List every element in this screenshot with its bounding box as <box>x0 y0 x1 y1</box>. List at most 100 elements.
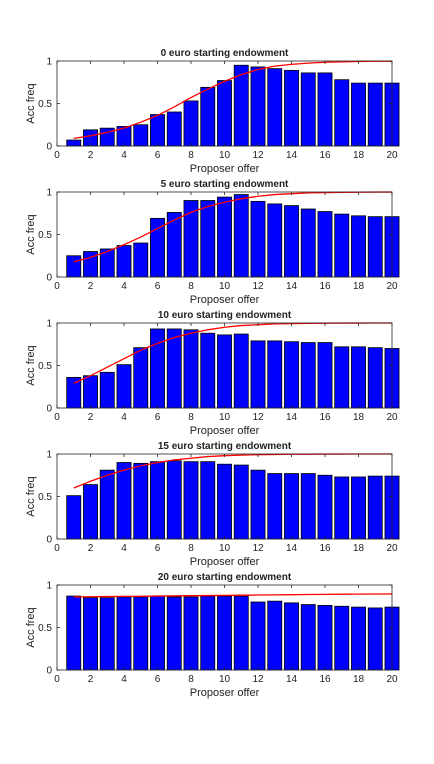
x-tick-label: 8 <box>188 412 194 423</box>
x-axis-label: Proposer offer <box>190 556 260 568</box>
y-tick-label: 0 <box>46 273 52 284</box>
x-tick-label: 16 <box>319 543 331 554</box>
chart-title: 5 euro starting endowment <box>161 179 289 190</box>
x-tick-label: 16 <box>319 281 331 292</box>
bar-7 <box>166 111 182 147</box>
y-axis-label: Acc freq <box>25 83 37 123</box>
x-tick-label: 10 <box>219 412 231 423</box>
x-tick-label: 2 <box>88 674 94 685</box>
y-tick-label: 0 <box>46 142 52 153</box>
bar-15 <box>300 208 316 278</box>
y-tick-label: 0 <box>46 535 52 546</box>
chart-title: 10 euro starting endowment <box>158 310 292 321</box>
x-tick-label: 4 <box>121 281 127 292</box>
bar-19 <box>367 347 383 409</box>
y-tick-label: 1 <box>46 57 52 68</box>
x-tick-label: 0 <box>54 150 60 161</box>
x-axis-label: Proposer offer <box>190 294 260 306</box>
bar-16 <box>317 72 333 147</box>
bar-18 <box>351 606 366 671</box>
x-tick-label: 0 <box>54 281 60 292</box>
bar-5 <box>133 596 149 671</box>
bar-10 <box>217 334 232 409</box>
bar-1 <box>66 376 82 409</box>
bar-17 <box>334 476 350 540</box>
fit-line <box>73 593 393 598</box>
bar-15 <box>300 604 316 671</box>
y-tick-label: 0 <box>46 666 52 677</box>
x-tick-label: 6 <box>155 674 161 685</box>
x-tick-label: 0 <box>54 674 60 685</box>
x-tick-label: 20 <box>386 543 398 554</box>
x-tick-label: 4 <box>121 543 127 554</box>
bar-2 <box>83 484 98 540</box>
x-tick-label: 8 <box>188 674 194 685</box>
bar-13 <box>267 600 283 671</box>
x-tick-label: 4 <box>121 150 127 161</box>
bar-13 <box>267 340 283 409</box>
x-tick-label: 12 <box>252 412 264 423</box>
y-tick-label: 1 <box>46 450 52 461</box>
bar-8 <box>183 596 199 671</box>
x-tick-label: 10 <box>219 150 231 161</box>
bar-16 <box>317 342 333 409</box>
x-tick-label: 20 <box>386 412 398 423</box>
y-axis-label: Acc freq <box>25 607 37 647</box>
bar-18 <box>351 215 366 278</box>
x-tick-label: 12 <box>252 150 264 161</box>
bar-17 <box>334 346 350 409</box>
x-tick-label: 8 <box>188 281 194 292</box>
bar-18 <box>351 346 366 409</box>
y-tick-label: 1 <box>46 319 52 330</box>
bar-6 <box>150 461 165 540</box>
bar-12 <box>250 469 266 540</box>
x-tick-label: 18 <box>353 412 365 423</box>
x-tick-label: 14 <box>286 281 298 292</box>
bar-13 <box>267 203 283 278</box>
y-tick-label: 0.5 <box>38 361 52 372</box>
x-tick-label: 18 <box>353 150 365 161</box>
x-tick-label: 4 <box>121 674 127 685</box>
bar-10 <box>217 463 232 540</box>
x-tick-label: 18 <box>353 543 365 554</box>
x-tick-label: 6 <box>155 412 161 423</box>
bar-5 <box>133 242 149 278</box>
x-tick-label: 2 <box>88 150 94 161</box>
bar-7 <box>166 596 182 671</box>
bar-14 <box>284 205 299 278</box>
bar-19 <box>367 607 383 671</box>
x-tick-label: 2 <box>88 412 94 423</box>
bar-6 <box>150 114 165 147</box>
bar-8 <box>183 100 199 147</box>
bar-13 <box>267 68 283 147</box>
bar-7 <box>166 460 182 540</box>
x-tick-label: 12 <box>252 281 264 292</box>
x-tick-label: 10 <box>219 281 231 292</box>
y-tick-label: 0.5 <box>38 99 52 110</box>
bar-17 <box>334 213 350 278</box>
bar-12 <box>250 340 266 409</box>
y-tick-label: 0.5 <box>38 492 52 503</box>
bar-1 <box>66 495 82 540</box>
x-tick-label: 18 <box>353 674 365 685</box>
x-tick-label: 20 <box>386 281 398 292</box>
bar-5 <box>133 124 149 147</box>
x-tick-label: 2 <box>88 543 94 554</box>
x-tick-label: 4 <box>121 412 127 423</box>
x-tick-label: 20 <box>386 674 398 685</box>
chart-title: 0 euro starting endowment <box>161 48 289 59</box>
bar-9 <box>200 461 216 540</box>
y-tick-label: 0.5 <box>38 230 52 241</box>
bar-14 <box>284 341 299 409</box>
bar-9 <box>200 200 216 278</box>
bar-6 <box>150 217 165 278</box>
bar-11 <box>233 333 249 409</box>
bar-16 <box>317 211 333 278</box>
bar-4 <box>116 596 132 671</box>
x-tick-label: 6 <box>155 543 161 554</box>
x-tick-label: 14 <box>286 150 298 161</box>
bar-4 <box>116 245 132 278</box>
